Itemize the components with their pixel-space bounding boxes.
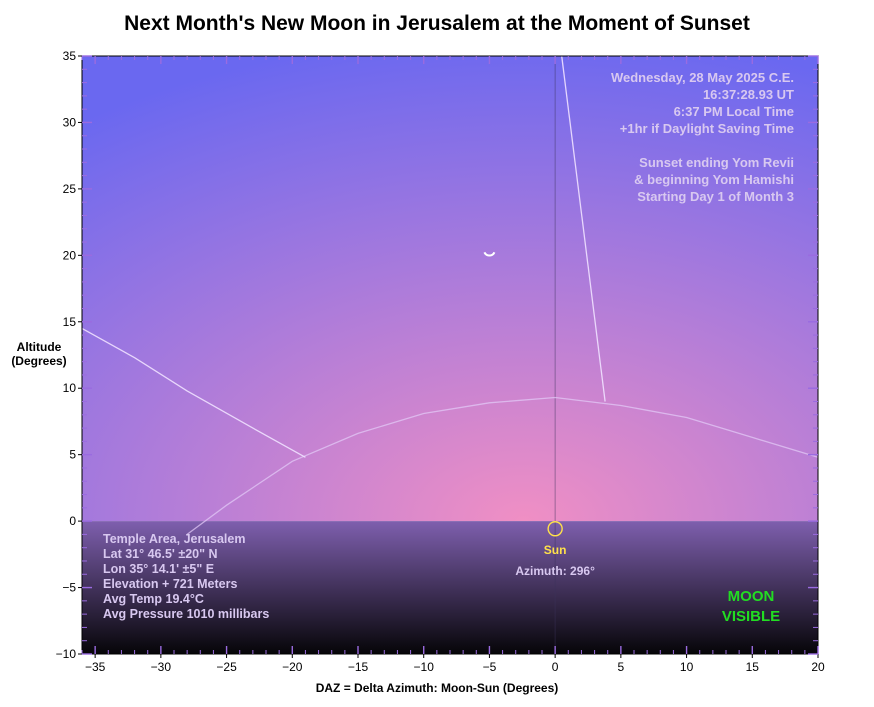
y-axis-label-line1: Altitude [16,340,62,354]
marks [483,251,563,537]
y-tick-label: 15 [63,315,77,329]
sun-azimuth-label: Azimuth: 296° [515,564,595,578]
y-tick-label: 25 [63,182,77,196]
date-line: Wednesday, 28 May 2025 C.E. [611,70,794,85]
x-tick-label: −5 [483,660,497,674]
x-tick-label: −10 [414,660,435,674]
x-tick-label: −20 [282,660,303,674]
y-tick-label: 20 [63,248,77,262]
y-tick-label: 10 [63,381,77,395]
moon-visible-label: VISIBLE [722,608,780,625]
ecliptic-arc [186,396,819,535]
curves [81,55,819,535]
sky-background [82,56,818,522]
x-tick-label: 5 [618,660,625,674]
chart-title: Next Month's New Moon in Jerusalem at th… [124,12,750,35]
x-tick-label: −15 [348,660,369,674]
x-axis-label: DAZ = Delta Azimuth: Moon-Sun (Degrees) [315,681,559,695]
y-axis-label-line2: (Degrees) [11,354,67,368]
x-tick-label: −35 [85,660,106,674]
location-line: Elevation + 721 Meters [103,577,237,591]
y-tick-label: −5 [62,581,76,595]
location-line: Lon 35° 14.1' ±5" E [103,562,214,576]
y-tick-label: −10 [56,647,77,661]
location-line: Avg Pressure 1010 millibars [103,607,269,621]
location-line: Temple Area, Jerusalem [103,532,245,546]
sunset-line: Sunset ending Yom Revii [639,155,794,170]
sunset-line: & beginning Yom Hamishi [634,172,794,187]
x-tick-label: 15 [746,660,760,674]
moon-path-line [81,327,306,458]
x-tick-label: −25 [216,660,237,674]
x-tick-label: 20 [811,660,825,674]
location-line: Avg Temp 19.4°C [103,592,204,606]
sun-marker [547,521,563,537]
date-line: 6:37 PM Local Time [674,104,794,119]
date-line: 16:37:28.93 UT [703,87,794,102]
sunset-line: Starting Day 1 of Month 3 [637,189,794,204]
x-tick-label: 10 [680,660,694,674]
moon-crescent [483,251,496,257]
date-line: +1hr if Daylight Saving Time [620,121,794,136]
location-line: Lat 31° 46.5' ±20" N [103,547,218,561]
y-tick-label: 0 [69,514,76,528]
moon-path-line [561,55,606,402]
axis-ticks: −35 −30 −25 −20 −15 −10 −5 0 5 10 15 20 −10 −5 0 5 10 15 2… [56,49,825,674]
x-tick-label: 0 [552,660,559,674]
y-tick-label: 30 [63,115,77,129]
ground-background [82,521,818,654]
sun-label: Sun [544,543,567,557]
y-tick-label: 35 [63,49,77,63]
x-tick-label: −30 [151,660,172,674]
moon-visible-label: MOON [728,588,775,605]
annotations: Wednesday, 28 May 2025 C.E. 16:37:28.93 U… [103,70,794,625]
y-tick-label: 5 [69,448,76,462]
y-axis-label: Altitude (Degrees) [4,340,74,368]
